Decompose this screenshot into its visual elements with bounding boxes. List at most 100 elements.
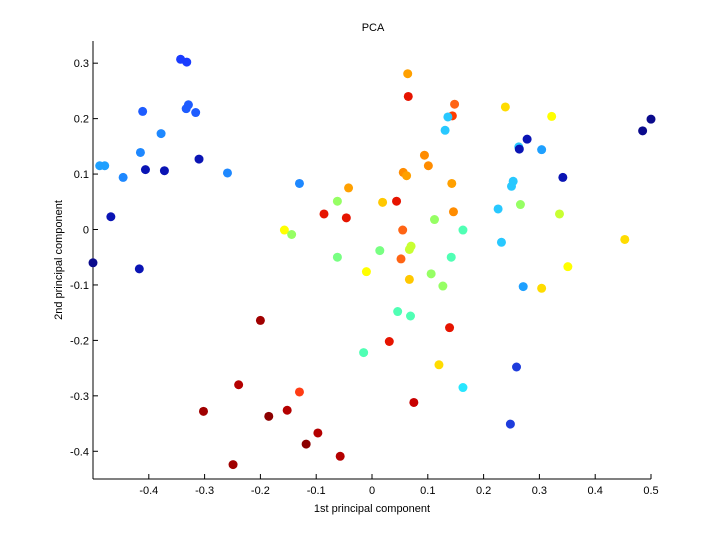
data-point xyxy=(518,282,528,292)
x-tick-label: 0.2 xyxy=(476,485,491,497)
data-point xyxy=(434,360,444,370)
y-tick-label: 0.2 xyxy=(74,114,89,126)
data-point xyxy=(429,215,439,225)
data-point xyxy=(404,274,414,284)
data-point xyxy=(294,387,304,397)
data-point xyxy=(191,108,201,118)
data-point xyxy=(392,196,402,206)
data-point xyxy=(512,362,522,372)
data-point xyxy=(558,172,568,182)
data-point xyxy=(402,171,412,181)
data-point xyxy=(638,126,648,136)
chart-title: PCA xyxy=(362,22,385,34)
data-point xyxy=(426,269,436,279)
data-point xyxy=(332,252,342,262)
data-point xyxy=(140,165,150,175)
data-point xyxy=(135,147,145,157)
data-point xyxy=(134,264,144,274)
data-point xyxy=(384,337,394,347)
data-point xyxy=(563,262,573,272)
data-point xyxy=(403,91,413,101)
data-point xyxy=(106,212,116,222)
data-point xyxy=(156,129,166,139)
data-point xyxy=(396,254,406,264)
data-point xyxy=(537,145,547,155)
x-tick-label: 0 xyxy=(369,485,375,497)
data-point xyxy=(138,106,148,116)
data-point xyxy=(515,200,525,210)
data-point xyxy=(547,111,557,121)
x-tick-label: -0.2 xyxy=(251,485,270,497)
data-point xyxy=(159,166,169,176)
data-point xyxy=(646,114,656,124)
data-point xyxy=(194,154,204,164)
data-point xyxy=(493,204,503,214)
data-point xyxy=(507,181,516,191)
data-point xyxy=(450,99,460,109)
data-point xyxy=(554,209,564,219)
data-point xyxy=(378,197,388,207)
data-point xyxy=(301,439,311,449)
y-tick-label: 0 xyxy=(83,225,89,237)
x-tick-label: 0.5 xyxy=(643,485,658,497)
data-point xyxy=(446,252,456,262)
x-tick-label: 0.3 xyxy=(532,485,547,497)
data-point xyxy=(332,196,342,206)
x-tick-label: 0.4 xyxy=(588,485,603,497)
data-point xyxy=(228,460,238,470)
data-point xyxy=(294,178,304,188)
data-point xyxy=(88,258,98,268)
y-tick-label: 0.1 xyxy=(74,169,89,181)
data-point xyxy=(505,419,515,429)
scatter-points xyxy=(88,54,656,470)
data-point xyxy=(445,323,455,333)
data-point xyxy=(406,311,416,321)
y-tick-label: -0.2 xyxy=(70,335,89,347)
data-point xyxy=(500,102,510,112)
x-tick-label: -0.1 xyxy=(307,485,326,497)
data-point xyxy=(359,348,369,358)
x-tick-label: -0.4 xyxy=(139,485,158,497)
x-tick-label: -0.3 xyxy=(195,485,214,497)
data-point xyxy=(234,380,244,390)
data-point xyxy=(447,178,457,188)
data-point xyxy=(264,411,274,421)
data-point xyxy=(458,383,468,393)
data-point xyxy=(282,405,292,415)
data-point xyxy=(514,144,524,154)
y-tick-label: 0.3 xyxy=(74,58,89,70)
data-point xyxy=(496,237,506,247)
data-point xyxy=(443,112,453,122)
data-point xyxy=(279,225,289,235)
data-point xyxy=(620,234,630,244)
data-point xyxy=(438,281,448,291)
data-point xyxy=(95,161,105,171)
y-tick-label: -0.1 xyxy=(70,280,89,292)
data-point xyxy=(313,428,323,438)
data-point xyxy=(319,209,329,219)
data-point xyxy=(222,168,232,178)
data-point xyxy=(409,397,419,407)
data-point xyxy=(522,134,532,144)
x-axis-ticks: -0.4 -0.3 -0.2 -0.1 0 0.1 0.2 0.3 0.4 0.5 xyxy=(139,474,659,497)
data-point xyxy=(440,125,450,135)
y-tick-label: -0.4 xyxy=(70,446,89,458)
data-point xyxy=(198,406,208,416)
data-point xyxy=(393,307,403,317)
y-axis-ticks: 0.3 0.2 0.1 0 -0.1 -0.2 -0.3 -0.4 xyxy=(70,58,98,458)
data-point xyxy=(341,213,351,223)
data-point xyxy=(403,69,413,79)
data-point xyxy=(287,229,297,239)
x-tick-label: 0.1 xyxy=(420,485,435,497)
data-point xyxy=(181,104,191,114)
data-point xyxy=(344,183,354,193)
data-point xyxy=(419,150,429,160)
data-point xyxy=(361,267,371,277)
data-point xyxy=(335,451,345,461)
data-point xyxy=(537,283,547,293)
y-tick-label: -0.3 xyxy=(70,391,89,403)
data-point xyxy=(448,207,458,217)
data-point xyxy=(398,225,408,235)
